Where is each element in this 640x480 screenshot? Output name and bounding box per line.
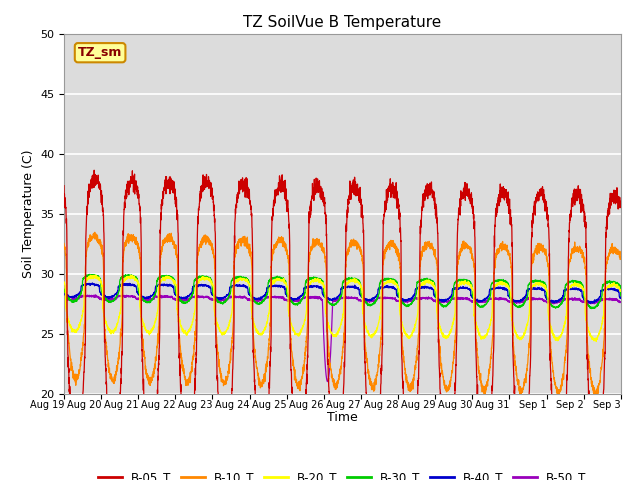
B-40_T (617, 295, 625, 301)
B-30_T (216, 299, 223, 305)
Y-axis label: Soil Temperature (C): Soil Temperature (C) (22, 149, 35, 278)
Legend: B-05_T, B-10_T, B-20_T, B-30_T, B-40_T, B-50_T: B-05_T, B-10_T, B-20_T, B-30_T, B-40_T, … (93, 466, 591, 480)
X-axis label: Time: Time (327, 411, 358, 424)
Line: B-10_T: B-10_T (64, 232, 621, 397)
B-50_T (60, 296, 68, 302)
B-20_T (60, 279, 68, 285)
B-50_T (617, 300, 625, 305)
B-30_T (60, 286, 68, 292)
B-20_T (564, 287, 572, 293)
B-10_T (406, 381, 414, 386)
B-05_T (592, 476, 600, 480)
B-30_T (397, 297, 404, 302)
B-10_T (591, 394, 599, 400)
B-40_T (617, 296, 625, 301)
B-50_T (564, 297, 572, 302)
B-30_T (564, 280, 572, 286)
B-10_T (180, 368, 188, 373)
Line: B-05_T: B-05_T (64, 170, 621, 479)
B-40_T (60, 290, 68, 296)
B-40_T (216, 296, 223, 301)
B-05_T (617, 204, 625, 210)
B-20_T (92, 272, 100, 278)
B-10_T (564, 275, 572, 281)
B-30_T (180, 300, 188, 305)
B-40_T (406, 296, 414, 302)
B-10_T (60, 240, 68, 246)
B-50_T (324, 379, 332, 384)
B-20_T (593, 339, 600, 345)
B-10_T (91, 229, 99, 235)
B-10_T (617, 255, 625, 261)
Line: B-40_T: B-40_T (64, 283, 621, 303)
B-10_T (216, 367, 223, 373)
B-05_T (564, 336, 572, 341)
B-10_T (397, 318, 404, 324)
B-10_T (617, 254, 625, 260)
B-05_T (60, 183, 68, 189)
B-50_T (92, 292, 100, 298)
B-30_T (617, 292, 625, 298)
Title: TZ SoilVue B Temperature: TZ SoilVue B Temperature (243, 15, 442, 30)
B-05_T (397, 239, 404, 244)
B-20_T (617, 288, 625, 294)
B-40_T (564, 286, 572, 292)
Line: B-50_T: B-50_T (64, 295, 621, 382)
B-40_T (180, 294, 188, 300)
Line: B-20_T: B-20_T (64, 275, 621, 342)
B-30_T (617, 293, 625, 299)
Line: B-30_T: B-30_T (64, 275, 621, 309)
B-30_T (86, 272, 93, 277)
B-30_T (588, 306, 595, 312)
B-20_T (617, 288, 625, 294)
B-50_T (397, 299, 404, 304)
B-50_T (617, 300, 625, 305)
B-20_T (397, 316, 404, 322)
B-05_T (216, 421, 223, 427)
B-05_T (180, 430, 188, 435)
B-20_T (216, 328, 223, 334)
B-50_T (180, 297, 188, 303)
B-40_T (88, 280, 96, 286)
B-05_T (617, 205, 625, 211)
Text: TZ_sm: TZ_sm (78, 46, 122, 59)
B-30_T (406, 301, 414, 307)
B-40_T (586, 300, 594, 306)
B-05_T (406, 458, 414, 464)
B-20_T (180, 330, 188, 336)
B-50_T (216, 298, 223, 304)
B-40_T (397, 297, 404, 302)
B-50_T (407, 298, 415, 304)
B-20_T (406, 333, 414, 338)
B-05_T (90, 168, 98, 173)
